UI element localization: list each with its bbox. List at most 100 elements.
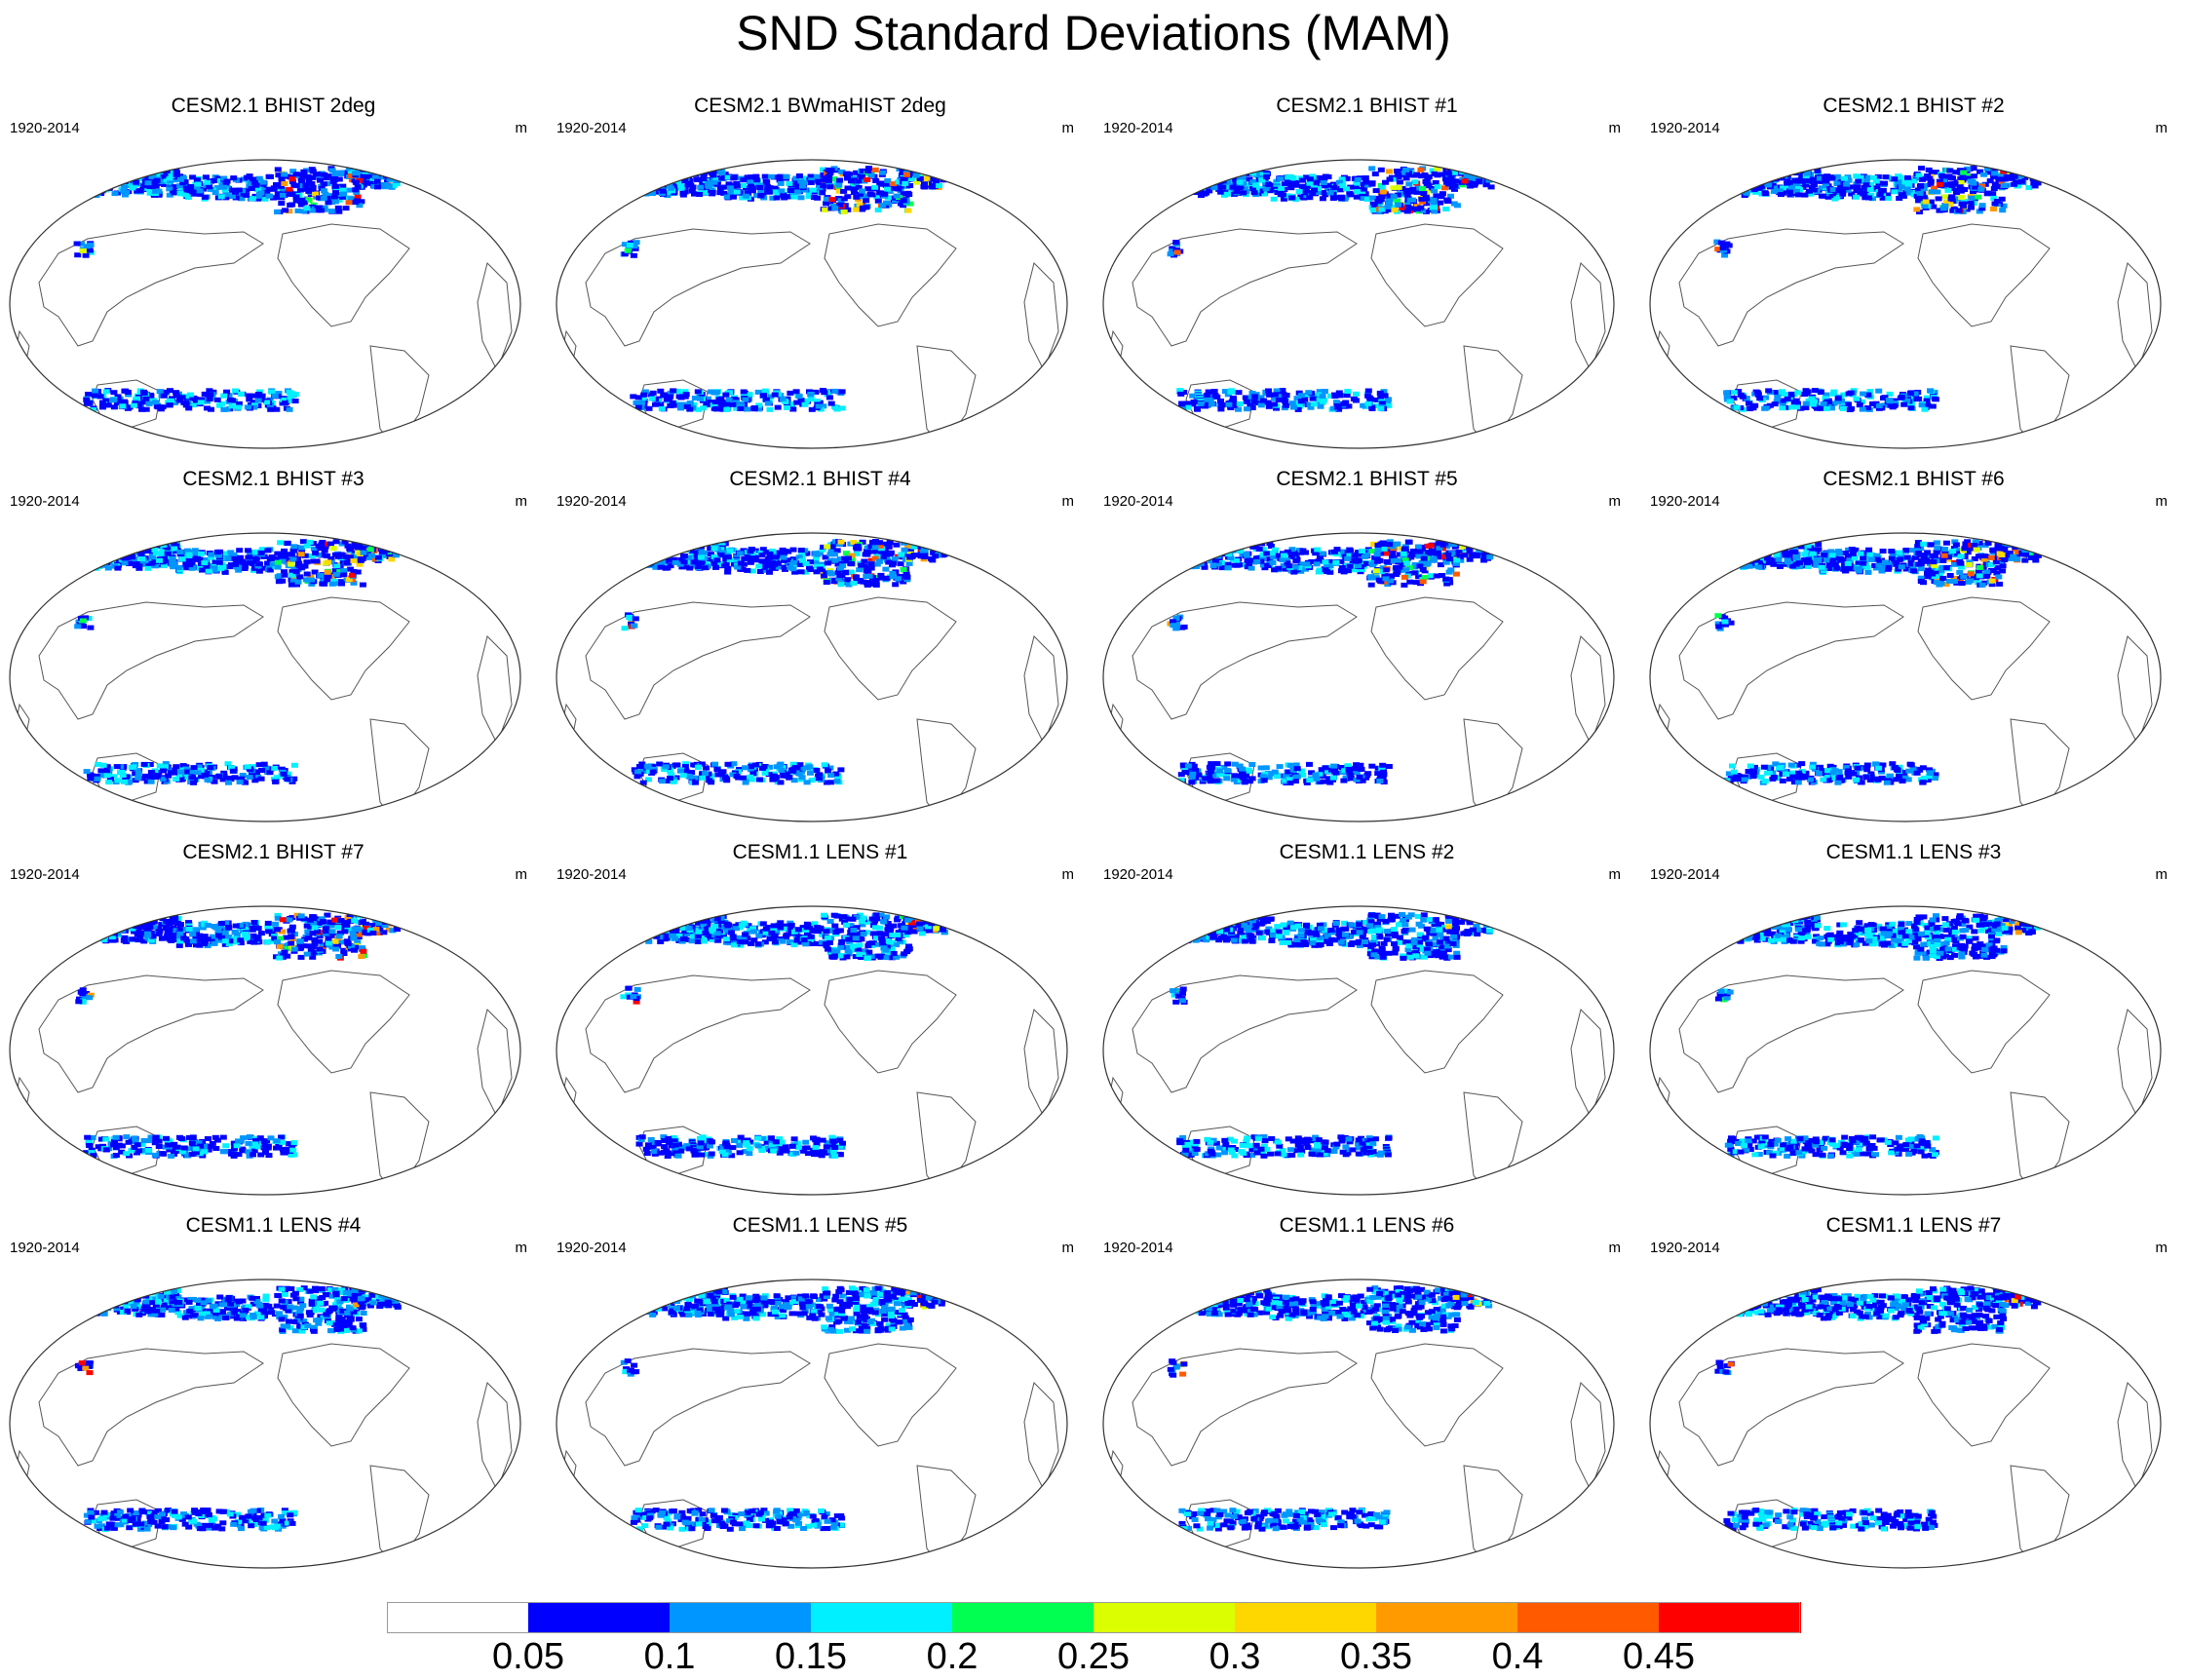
snow-cell [71, 188, 79, 194]
snow-cell [1433, 193, 1440, 199]
snow-cell [68, 169, 76, 173]
snow-cell [1167, 251, 1174, 257]
snow-cell [324, 554, 331, 558]
snow-cell [690, 559, 698, 565]
snow-cell [389, 544, 397, 550]
snow-cell [1395, 172, 1401, 178]
snow-cell [121, 173, 129, 179]
snow-cell [1368, 181, 1376, 187]
snow-cell [1303, 174, 1311, 180]
snow-cell [1984, 190, 1992, 196]
snow-cell [1262, 391, 1270, 397]
snow-cell [895, 183, 902, 189]
snow-cell [634, 168, 642, 173]
snow-cell [1411, 179, 1419, 185]
snow-cell [613, 192, 621, 198]
snow-cell [1252, 182, 1260, 188]
snow-cell [1907, 402, 1915, 408]
snow-cell [1702, 169, 1708, 174]
snow-cell [328, 168, 336, 173]
snow-cell [1443, 199, 1451, 204]
snow-cell [739, 566, 747, 572]
snow-cell [304, 173, 312, 179]
snow-cell [1257, 402, 1265, 408]
snow-cell [920, 539, 928, 544]
snow-cell [901, 160, 908, 165]
snow-cell [309, 174, 317, 180]
snow-cell [1170, 181, 1177, 187]
snow-cell [73, 558, 81, 564]
snow-cell [1174, 183, 1182, 189]
snow-cell [278, 195, 286, 201]
snow-cell [1298, 393, 1305, 399]
snow-cell [827, 547, 835, 553]
snow-cell [1948, 175, 1955, 180]
snow-cell [1384, 400, 1392, 405]
snow-cell [1891, 398, 1898, 403]
snow-cell [719, 553, 727, 557]
snow-cell [1364, 401, 1372, 406]
snow-cell [634, 395, 642, 401]
snow-cell [1738, 172, 1746, 178]
snow-cell [1288, 177, 1296, 183]
snow-cell [191, 548, 199, 554]
snow-cell [828, 197, 836, 203]
snow-cell [873, 561, 881, 567]
snow-cell [1420, 191, 1428, 196]
snow-cell [1807, 191, 1815, 197]
map-projection [1649, 159, 2162, 449]
snow-cell [1196, 176, 1204, 182]
snow-cell [1395, 202, 1401, 208]
snow-cell [627, 544, 634, 550]
snow-cell [1423, 196, 1431, 202]
snow-cell [680, 559, 688, 564]
snow-cell [257, 776, 265, 782]
snow-cell [744, 406, 750, 412]
snow-cell [746, 179, 753, 184]
snow-cell [291, 191, 299, 197]
snow-cell [740, 389, 748, 395]
snow-cell [83, 769, 91, 775]
snow-cell [1802, 173, 1810, 179]
snow-cell [1787, 184, 1795, 190]
snow-cell [352, 171, 360, 176]
snow-cell [129, 546, 136, 552]
snow-cell [1789, 404, 1797, 410]
snow-cell [1917, 195, 1925, 201]
snow-cell [1853, 396, 1861, 401]
snow-cell [96, 178, 103, 184]
snow-cell [1150, 178, 1158, 184]
snow-cell [862, 552, 869, 557]
snow-cell [288, 572, 296, 578]
snow-cell [1320, 398, 1327, 403]
snow-cell [682, 171, 690, 175]
snow-cell [1967, 201, 1975, 207]
snow-cell [850, 186, 858, 192]
snow-cell [378, 161, 386, 167]
snow-cell [1151, 191, 1159, 197]
snow-cell [852, 207, 860, 212]
snow-cell [827, 780, 835, 785]
snow-cell [222, 192, 230, 198]
snow-cell [1170, 183, 1177, 189]
snow-cell [77, 177, 85, 183]
snow-cell [661, 168, 669, 173]
snow-cell [1249, 186, 1256, 192]
snow-cell [609, 541, 617, 547]
panel-period-label: 1920-2014 [1650, 120, 1720, 136]
snow-cell [724, 569, 732, 575]
snow-cell [1368, 195, 1376, 201]
snow-cell [661, 392, 669, 398]
snow-cell [1210, 185, 1218, 191]
snow-cell [1859, 406, 1866, 412]
snow-cell [142, 396, 150, 401]
snow-cell [1764, 173, 1772, 179]
snow-cell [657, 552, 665, 557]
snow-cell [1700, 189, 1707, 195]
snow-cell [171, 190, 178, 196]
snow-cell [840, 558, 848, 564]
snow-cell [265, 193, 273, 199]
snow-cell [1338, 176, 1346, 182]
snow-cell [205, 568, 212, 574]
snow-cell [203, 556, 211, 562]
